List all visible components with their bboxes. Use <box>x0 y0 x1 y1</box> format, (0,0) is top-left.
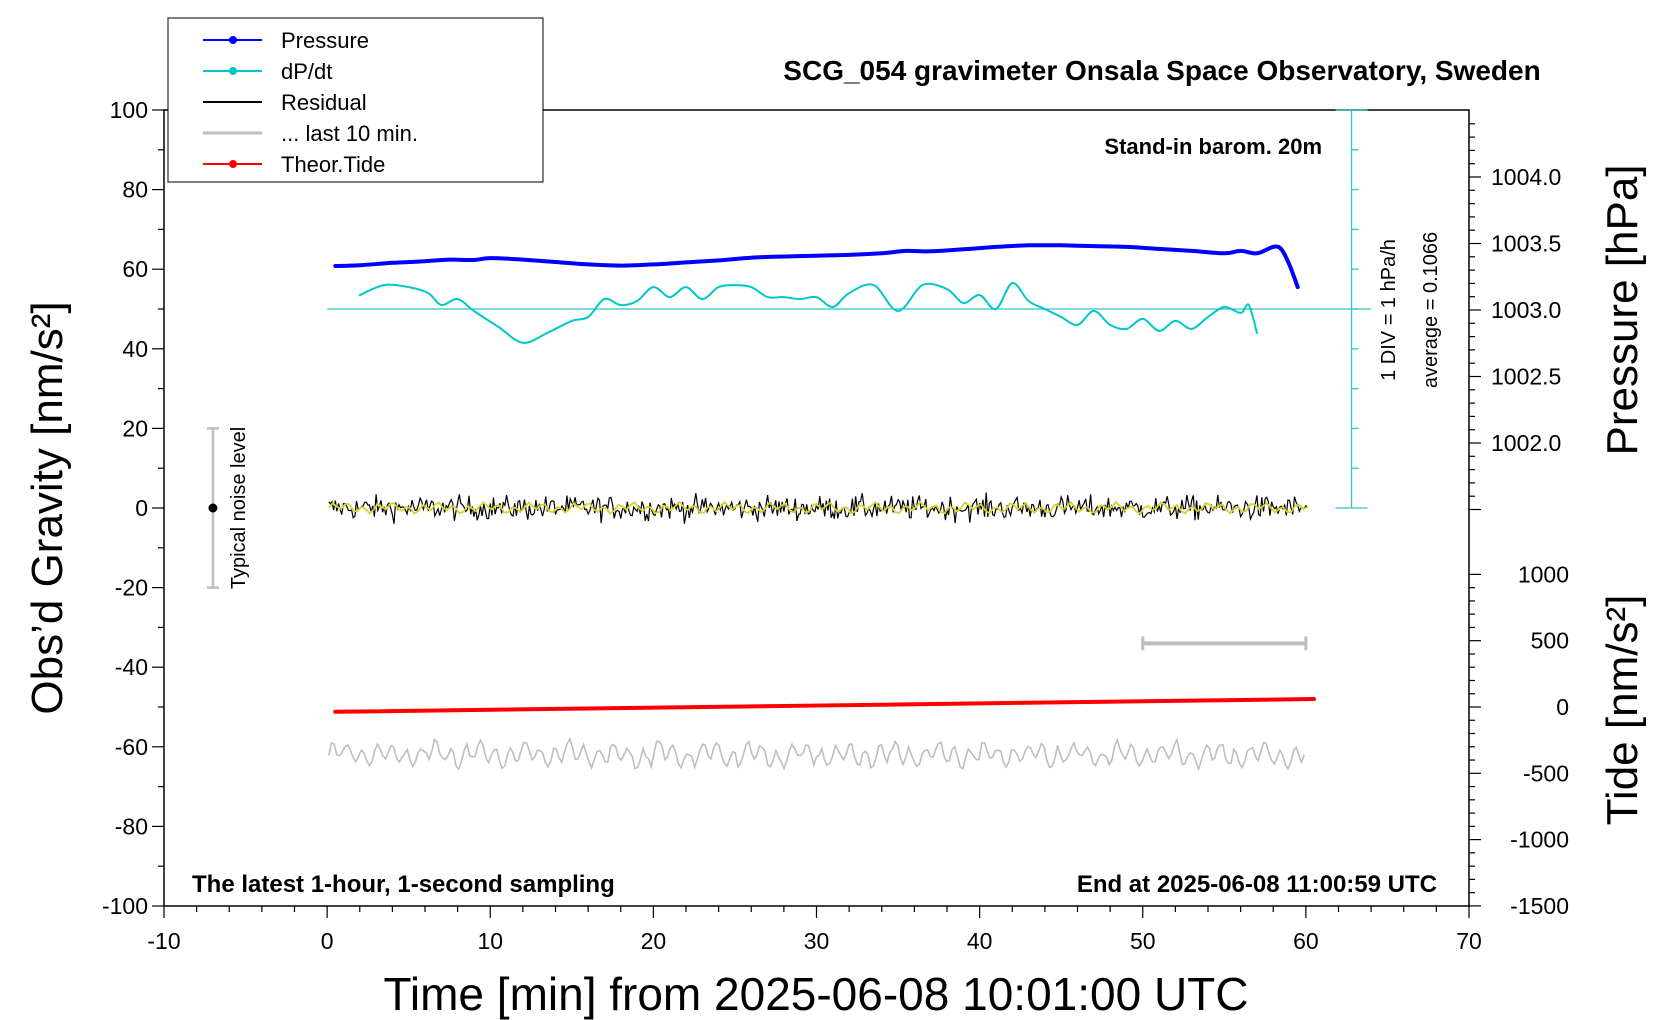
x-tick-label: 70 <box>1456 928 1482 954</box>
y-tick-label: 100 <box>110 97 148 123</box>
x-tick-label: 40 <box>967 928 993 954</box>
y-tick-label: -20 <box>115 575 148 601</box>
noise-label: Typical noise level <box>228 427 250 589</box>
pressure-tick-label: 1003.0 <box>1491 297 1561 323</box>
pressure-line <box>333 243 1300 290</box>
x-tick-label: -10 <box>147 928 180 954</box>
dpdt-line <box>358 282 1258 344</box>
legend-label: Pressure <box>281 28 369 53</box>
pressure-tick-label: 1002.5 <box>1491 364 1561 390</box>
pressure-tick-label: 1002.0 <box>1491 430 1561 456</box>
x-tick-label: 10 <box>477 928 503 954</box>
y-axis-label-pressure: Pressure [hPa] <box>1598 164 1647 455</box>
tide-tick-label: -1500 <box>1510 893 1569 919</box>
y-tick-label: -60 <box>115 734 148 760</box>
y-tick-label: -40 <box>115 654 148 680</box>
bottom-right-note: End at 2025-06-08 11:00:59 UTC <box>1077 871 1437 898</box>
tide-tick-label: -500 <box>1523 760 1569 786</box>
y-axis-label-tide: Tide [nm/s²] <box>1598 595 1647 826</box>
legend-marker <box>229 36 237 44</box>
y-tick-label: 60 <box>122 256 148 282</box>
y-axis-label-left: Obs’d Gravity [nm/s²] <box>23 301 72 714</box>
residual-line <box>328 492 1308 524</box>
last-10-min-line <box>328 736 1305 772</box>
last-10-min-bar <box>1141 636 1308 651</box>
x-axis-label: Time [min] from 2025-06-08 10:01:00 UTC <box>384 968 1249 1020</box>
theoretical-tide-line <box>333 697 1316 714</box>
noise-bar-center-dot <box>208 503 218 513</box>
legend-label: dP/dt <box>281 59 332 84</box>
tide-tick-label: 500 <box>1531 628 1569 654</box>
barometer-note: Stand-in barom. 20m <box>1104 134 1322 159</box>
y-tick-label: 80 <box>122 177 148 203</box>
y-tick-label: -80 <box>115 813 148 839</box>
tide-tick-label: 1000 <box>1518 561 1569 587</box>
x-tick-label: 20 <box>641 928 667 954</box>
chart-title: SCG_054 gravimeter Onsala Space Observat… <box>783 55 1540 86</box>
series-layer <box>327 243 1372 772</box>
div-label: 1 DIV = 1 hPa/h <box>1378 239 1400 381</box>
x-axis-ticks: -10 0 10 20 30 40 50 60 70 <box>147 906 1482 954</box>
tide-tick-label: -1000 <box>1510 827 1569 853</box>
x-tick-label: 50 <box>1130 928 1156 954</box>
legend-label: Residual <box>281 90 367 115</box>
y-tick-label: 20 <box>122 415 148 441</box>
bottom-left-note: The latest 1-hour, 1-second sampling <box>192 871 615 898</box>
legend-box <box>167 17 544 183</box>
tide-axis-ticks: -1500 -1000 -500 0 500 1000 <box>1469 561 1569 919</box>
x-tick-label: 60 <box>1293 928 1319 954</box>
y-tick-label: 40 <box>122 336 148 362</box>
legend-label: Theor.Tide <box>281 152 385 177</box>
pressure-axis-ticks: 1002.0 1002.5 1003.0 1003.5 1004.0 <box>1469 123 1561 511</box>
pressure-tick-label: 1003.5 <box>1491 231 1561 257</box>
legend: Pressure dP/dt Residual ... last 10 min. The… <box>167 17 544 183</box>
legend-marker <box>229 160 237 168</box>
y-tick-label: 0 <box>135 495 148 521</box>
y-axis-ticks: -100 -80 -60 -40 -20 0 20 40 60 80 100 <box>102 97 164 919</box>
noise-level-bar <box>206 427 219 589</box>
legend-label: ... last 10 min. <box>281 121 418 146</box>
x-tick-label: 0 <box>321 928 334 954</box>
tide-tick-label: 0 <box>1556 694 1569 720</box>
average-label: average = 0.1066 <box>1420 232 1442 388</box>
y-tick-label: -100 <box>102 893 148 919</box>
x-tick-label: 30 <box>804 928 830 954</box>
legend-marker <box>229 67 237 75</box>
pressure-tick-label: 1004.0 <box>1491 164 1561 190</box>
residual-smoothed-line <box>328 500 1308 515</box>
